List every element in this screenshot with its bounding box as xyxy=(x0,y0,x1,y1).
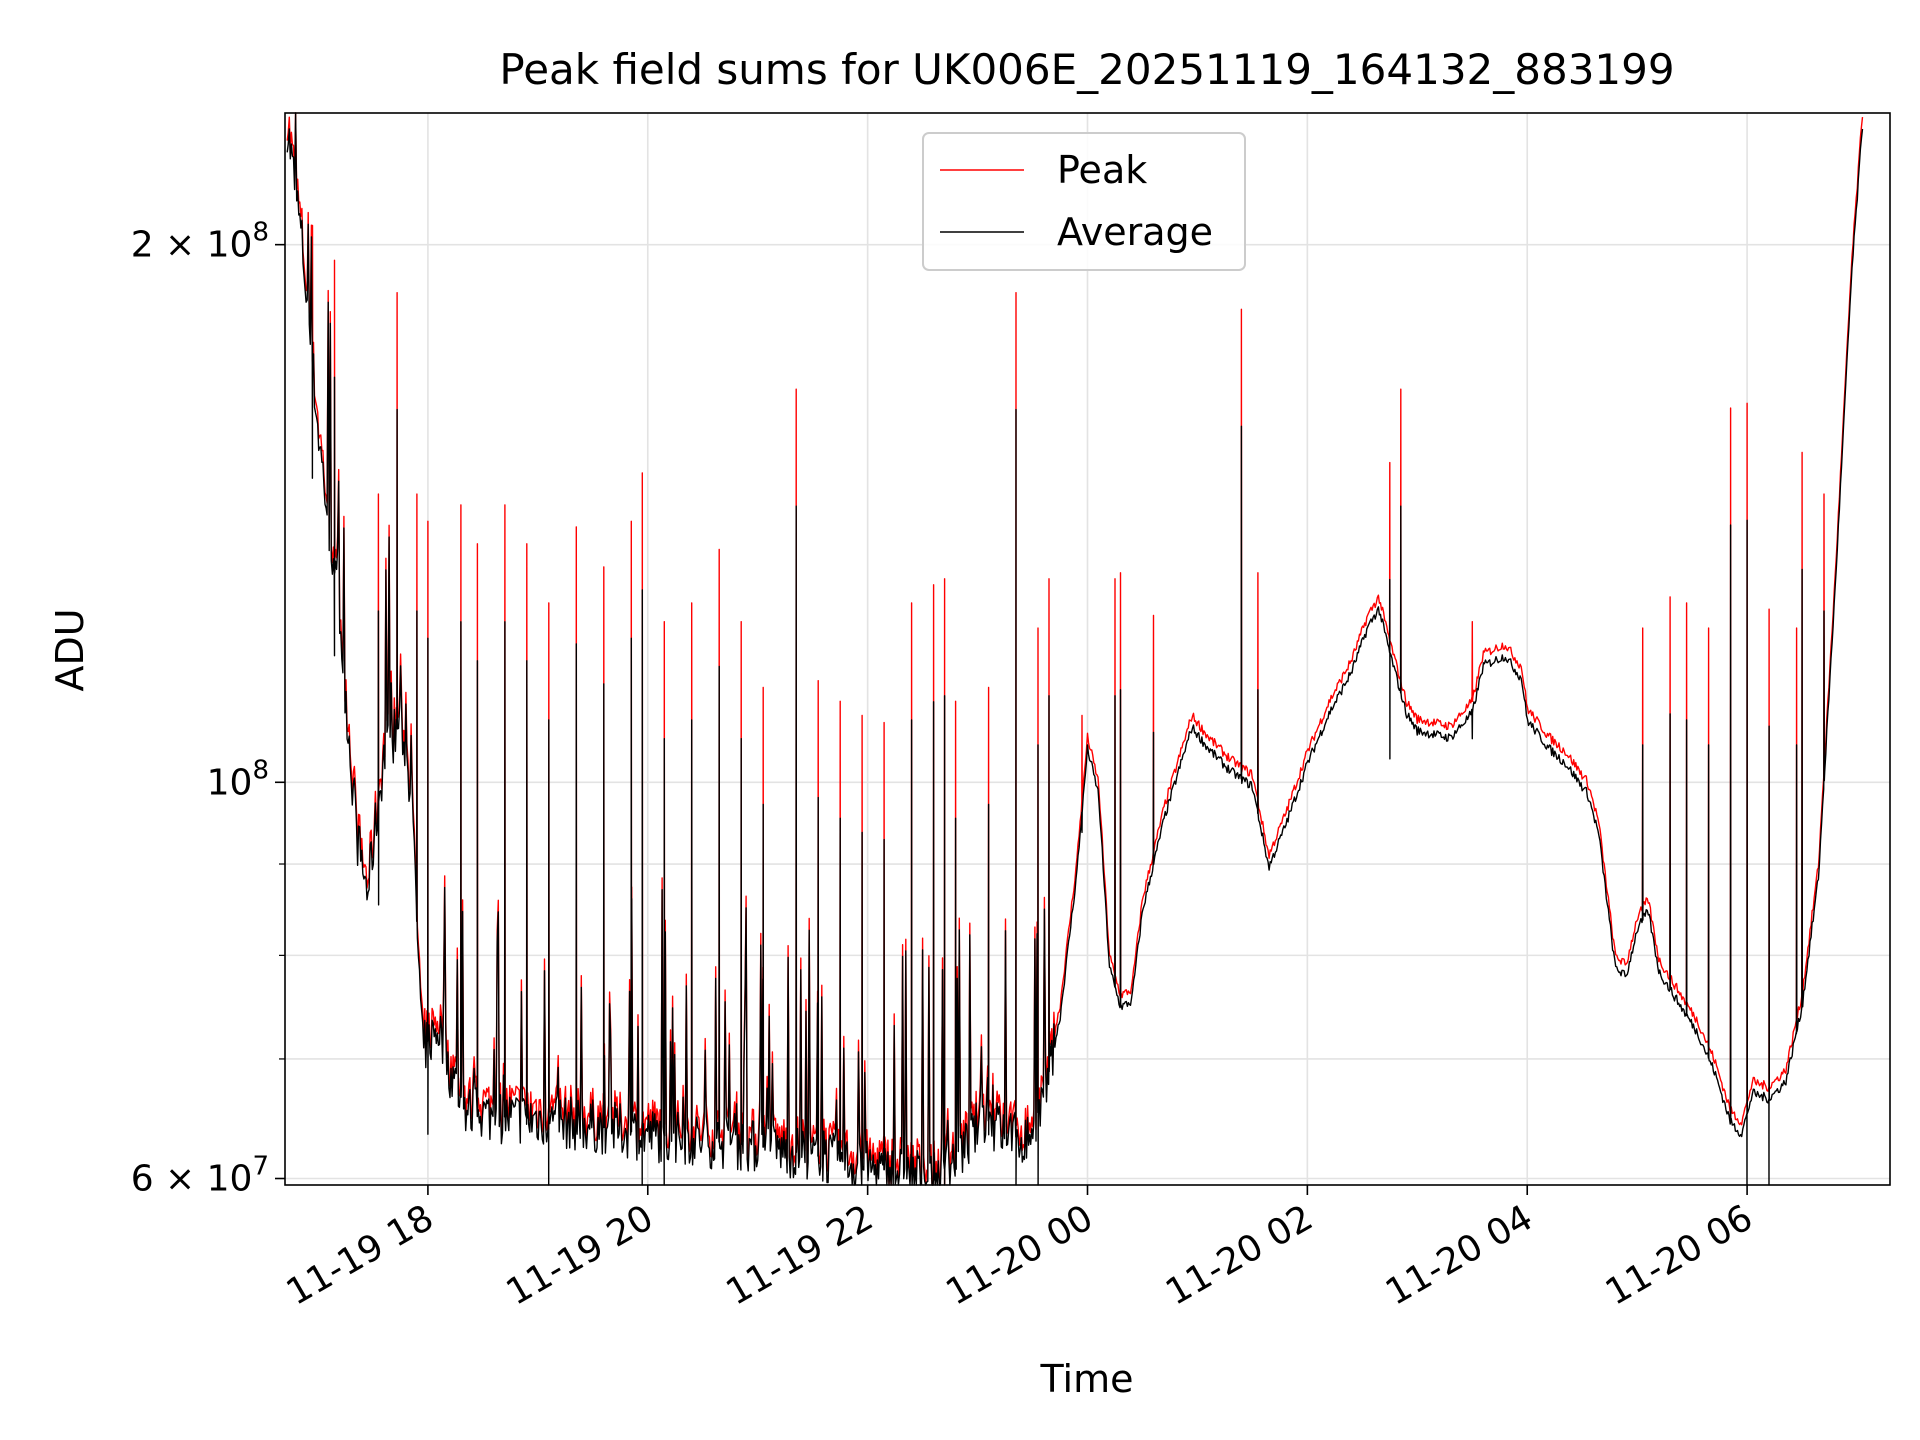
y-tick-label: 108 xyxy=(207,755,269,803)
chart-title: Peak field sums for UK006E_20251119_1641… xyxy=(499,45,1674,94)
legend-peak-label: Peak xyxy=(1057,148,1147,192)
series-layer xyxy=(286,112,1864,1186)
legend-box xyxy=(922,132,1246,271)
series-line-average xyxy=(286,112,1864,1186)
y-tick-label: 6 × 107 xyxy=(131,1152,269,1200)
y-axis: 6 × 107 108 2 × 108 xyxy=(131,218,285,1200)
y-tick-label: 2 × 108 xyxy=(131,218,269,266)
legend: Peak Average xyxy=(922,132,1246,271)
legend-average-label: Average xyxy=(1057,210,1213,254)
x-axis-label: Time xyxy=(1040,1357,1134,1401)
y-axis-label: ADU xyxy=(48,608,92,691)
